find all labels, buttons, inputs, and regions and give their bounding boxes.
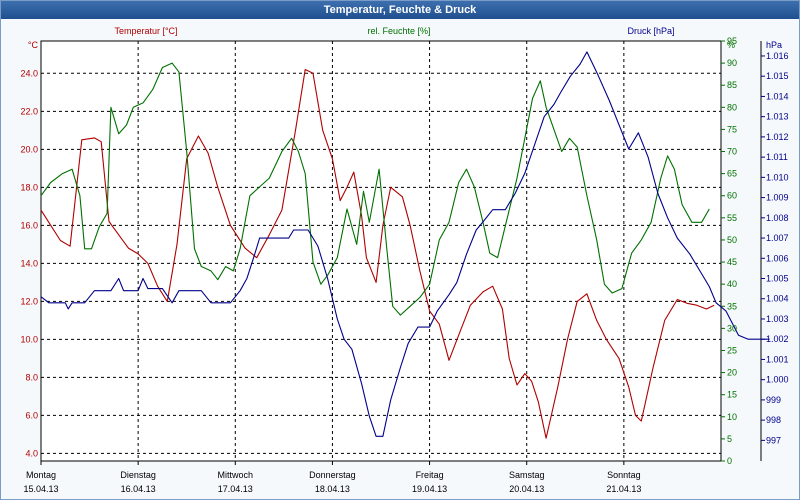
temp-tick-label: 24.0 [20,68,38,78]
series [40,51,770,439]
humidity-tick-label: 60 [727,191,737,201]
pressure-tick-label: 1.005 [766,274,789,284]
temp-tick-label: 8.0 [25,372,38,382]
x-tick-day: Donnerstag [309,470,356,480]
humidity-tick-label: 65 [727,169,737,179]
humidity-tick-label: 25 [727,345,737,355]
pressure-tick-label: 1.000 [766,375,789,385]
x-tick-day: Mittwoch [218,470,254,480]
humidity-tick-label: 90 [727,58,737,68]
pressure-tick-label: 1.011 [766,152,788,162]
humidity-tick-label: 75 [727,124,737,134]
humidity-unit: % [727,40,735,50]
humidity-tick-label: 55 [727,213,737,223]
humidity-tick-label: 0 [727,456,732,466]
pressure-tick-label: 1.008 [766,213,789,223]
temp-unit: °C [28,40,39,50]
pressure-tick-label: 1.015 [766,71,789,81]
window-title: Temperatur, Feuchte & Druck [1,1,799,19]
x-tick-date: 18.04.13 [315,484,350,494]
pressure-unit: hPa [766,40,782,50]
x-tick-day: Samstag [509,470,545,480]
humidity-axis-title: rel. Feuchte [%] [367,26,430,36]
humidity-tick-label: 50 [727,235,737,245]
pressure-tick-label: 1.002 [766,334,789,344]
x-tick-date: 19.04.13 [412,484,447,494]
plot-area [40,40,722,462]
pressure-tick-label: 997 [766,435,781,445]
temp-tick-label: 12.0 [20,296,38,306]
series-line-temperature [40,68,715,439]
grid [40,40,722,462]
pressure-tick-label: 1.003 [766,314,789,324]
x-tick-day: Freitag [416,470,444,480]
pressure-tick-label: 1.016 [766,51,789,61]
humidity-tick-label: 20 [727,368,737,378]
humidity-tick-label: 35 [727,301,737,311]
x-tick-date: 15.04.13 [23,484,58,494]
pressure-tick-label: 1.007 [766,233,789,243]
humidity-tick-label: 80 [727,102,737,112]
x-tick-date: 16.04.13 [121,484,156,494]
humidity-tick-label: 85 [727,80,737,90]
temp-tick-label: 14.0 [20,258,38,268]
pressure-tick-label: 1.010 [766,172,789,182]
pressure-tick-label: 1.009 [766,193,789,203]
x-tick-day: Montag [26,470,56,480]
humidity-tick-label: 45 [727,257,737,267]
temp-tick-label: 18.0 [20,182,38,192]
temp-tick-label: 10.0 [20,334,38,344]
pressure-tick-label: 999 [766,395,781,405]
humidity-tick-label: 30 [727,323,737,333]
humidity-tick-label: 5 [727,434,732,444]
series-line-humidity [40,62,710,316]
x-tick-day: Dienstag [120,470,156,480]
pressure-tick-label: 1.001 [766,354,789,364]
temp-tick-label: 16.0 [20,220,38,230]
temp-axis-title: Temperatur [°C] [114,26,177,36]
humidity-tick-label: 70 [727,147,737,157]
pressure-tick-label: 1.004 [766,294,789,304]
labels: Montag 15.04.13 Dienstag 16.04.13 Mittwoch 17… [20,26,788,494]
humidity-tick-label: 15 [727,390,737,400]
temp-tick-label: 22.0 [20,106,38,116]
temp-tick-label: 20.0 [20,144,38,154]
x-tick-date: 21.04.13 [606,484,641,494]
humidity-tick-label: 10 [727,412,737,422]
pressure-tick-label: 1.013 [766,112,789,122]
x-tick-date: 20.04.13 [509,484,544,494]
pressure-tick-label: 1.014 [766,91,789,101]
temp-tick-label: 4.0 [25,448,38,458]
temp-tick-label: 6.0 [25,410,38,420]
x-tick-date: 17.04.13 [218,484,253,494]
pressure-tick-label: 1.012 [766,132,789,142]
series-line-pressure [40,51,770,437]
axes [40,40,765,465]
pressure-tick-label: 1.006 [766,253,789,263]
x-tick-day: Sonntag [607,470,641,480]
pressure-axis-title: Druck [hPa] [627,26,674,36]
pressure-tick-label: 998 [766,415,781,425]
humidity-tick-label: 40 [727,279,737,289]
humidity-tick-label: 95 [727,36,737,46]
